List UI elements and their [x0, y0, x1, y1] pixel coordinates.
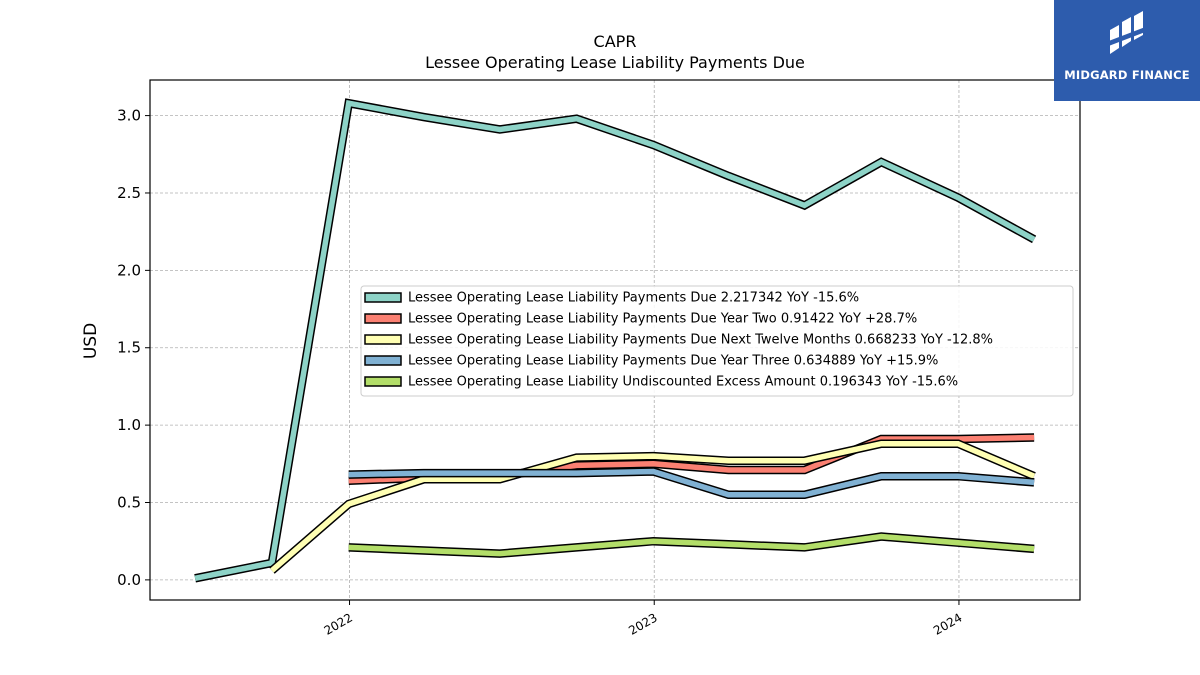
legend: Lessee Operating Lease Liability Payment… — [360, 285, 1074, 397]
brand-logo: MIDGARD FINANCE — [1054, 0, 1200, 101]
legend-swatch — [364, 334, 402, 345]
legend-swatch — [364, 292, 402, 303]
series-line-fill — [194, 99, 1036, 581]
y-tick-label: 2.0 — [117, 261, 141, 279]
y-axis: 0.0 0.5 1.0 1.5 2.0 2.5 3.0 — [117, 107, 150, 589]
midgard-logo-icon — [1106, 11, 1148, 54]
series-line — [348, 467, 1035, 500]
legend-label: Lessee Operating Lease Liability Payment… — [408, 354, 938, 369]
legend-label: Lessee Operating Lease Liability Payment… — [408, 333, 993, 348]
x-tick-label: 2022 — [322, 610, 355, 637]
series-line — [194, 98, 1037, 583]
legend-swatch — [364, 313, 402, 324]
brand-name: MIDGARD FINANCE — [1064, 68, 1190, 82]
series-line — [269, 439, 1036, 574]
chart-subtitle: Lessee Operating Lease Liability Payment… — [425, 53, 805, 72]
legend-swatch — [364, 355, 402, 366]
y-tick-label: 1.0 — [117, 416, 141, 434]
x-tick-label: 2023 — [626, 610, 659, 637]
y-tick-label: 0.0 — [117, 571, 141, 589]
series-line-fill — [348, 533, 1035, 557]
legend-label: Lessee Operating Lease Liability Undisco… — [408, 375, 958, 390]
y-tick-label: 3.0 — [117, 107, 141, 125]
chart-title: CAPR — [594, 32, 637, 51]
plot-frame — [149, 79, 1081, 601]
x-axis: 2022 2023 2024 — [322, 600, 964, 638]
legend-label: Lessee Operating Lease Liability Payment… — [408, 291, 859, 306]
series-line — [348, 532, 1035, 558]
y-tick-label: 0.5 — [117, 494, 141, 512]
x-tick-label: 2024 — [931, 610, 964, 637]
legend-label: Lessee Operating Lease Liability Payment… — [408, 312, 917, 327]
series-line-fill — [348, 468, 1035, 498]
y-tick-label: 1.5 — [117, 339, 141, 357]
y-axis-label: USD — [81, 323, 101, 359]
legend-frame — [360, 285, 1074, 397]
y-tick-label: 2.5 — [117, 184, 141, 202]
legend-swatch — [364, 376, 402, 387]
series-lines — [194, 98, 1037, 583]
series-line-fill — [270, 440, 1036, 573]
